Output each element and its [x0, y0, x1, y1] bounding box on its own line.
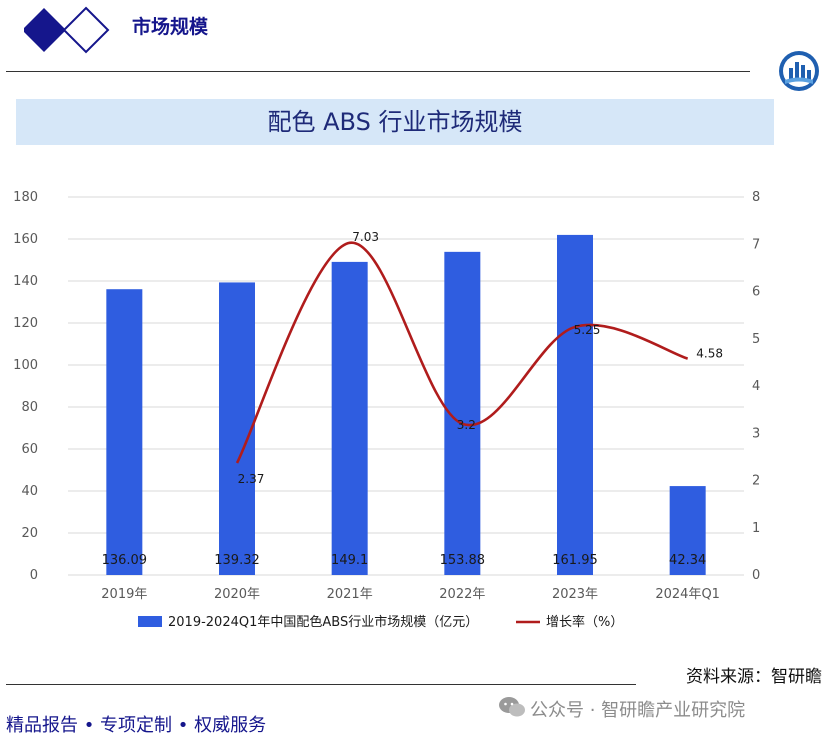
- y-right-tick-label: 8: [752, 190, 760, 205]
- y-right-tick-label: 7: [752, 237, 760, 252]
- legend-bar-swatch: [138, 616, 162, 627]
- y-left-tick-label: 140: [13, 274, 38, 289]
- legend-line-label: 增长率（%）: [546, 614, 623, 630]
- bar-value-label: 161.95: [552, 553, 598, 568]
- header-divider: [6, 71, 750, 72]
- y-right-tick-label: 5: [752, 332, 760, 347]
- x-tick-label: 2022年: [439, 587, 485, 602]
- y-left-tick-label: 120: [13, 316, 38, 331]
- footer-divider: [6, 684, 636, 685]
- x-tick-label: 2024年Q1: [655, 587, 720, 602]
- bar-value-label: 153.88: [440, 553, 486, 568]
- bar: [331, 261, 368, 575]
- y-left-tick-label: 180: [13, 190, 38, 205]
- bar: [219, 282, 255, 575]
- line-value-label: 5.25: [574, 323, 601, 337]
- y-left-tick-label: 60: [21, 442, 38, 457]
- x-tick-label: 2020年: [214, 587, 260, 602]
- line-value-label: 3.2: [457, 418, 476, 432]
- x-tick-label: 2021年: [327, 587, 373, 602]
- chart-title-band: [16, 99, 774, 145]
- bar-value-label: 42.34: [669, 553, 706, 568]
- wechat-icon: [499, 697, 525, 717]
- y-left-tick-label: 0: [30, 568, 38, 583]
- y-right-tick-label: 2: [752, 474, 760, 489]
- y-right-tick-label: 3: [752, 426, 760, 441]
- y-left-tick-label: 20: [21, 526, 38, 541]
- watermark: 公众号 · 智研瞻产业研究院: [530, 700, 746, 721]
- y-left-tick-label: 40: [21, 484, 38, 499]
- y-right-tick-label: 0: [752, 568, 760, 583]
- y-right-tick-label: 1: [752, 521, 760, 536]
- y-right-tick-label: 6: [752, 285, 760, 300]
- y-right-tick-label: 4: [752, 379, 760, 394]
- bar: [557, 234, 593, 575]
- section-title: 市场规模: [132, 16, 209, 38]
- chart-title: 配色 ABS 行业市场规模: [267, 108, 523, 136]
- y-left-tick-label: 160: [13, 232, 38, 247]
- line-value-label: 7.03: [352, 230, 379, 244]
- y-left-tick-label: 100: [13, 358, 38, 373]
- legend-bar-label: 2019-2024Q1年中国配色ABS行业市场规模（亿元）: [168, 614, 478, 630]
- bar: [106, 289, 143, 575]
- source-note: 资料来源：智研瞻: [686, 667, 822, 687]
- growth-rate-line: [235, 241, 689, 464]
- bar-value-label: 149.1: [331, 553, 368, 568]
- x-tick-label: 2023年: [552, 587, 598, 602]
- bar-value-label: 136.09: [102, 553, 148, 568]
- line-value-label: 4.58: [696, 347, 723, 361]
- brand-badge-icon: [779, 51, 819, 91]
- y-left-tick-label: 80: [21, 400, 38, 415]
- bar-value-label: 139.32: [214, 553, 260, 568]
- line-value-label: 2.37: [238, 472, 265, 486]
- footer-slogan: 精品报告 • 专项定制 • 权威服务: [6, 715, 267, 736]
- x-tick-label: 2019年: [101, 587, 147, 602]
- bar: [669, 486, 706, 575]
- diamond-logo-icon: [24, 6, 110, 54]
- bar-line-chart: 0 20 40 60 80 100 120 140 160 180 0 1 2 3 4 5 6 7 8 136.09 1…: [13, 190, 760, 630]
